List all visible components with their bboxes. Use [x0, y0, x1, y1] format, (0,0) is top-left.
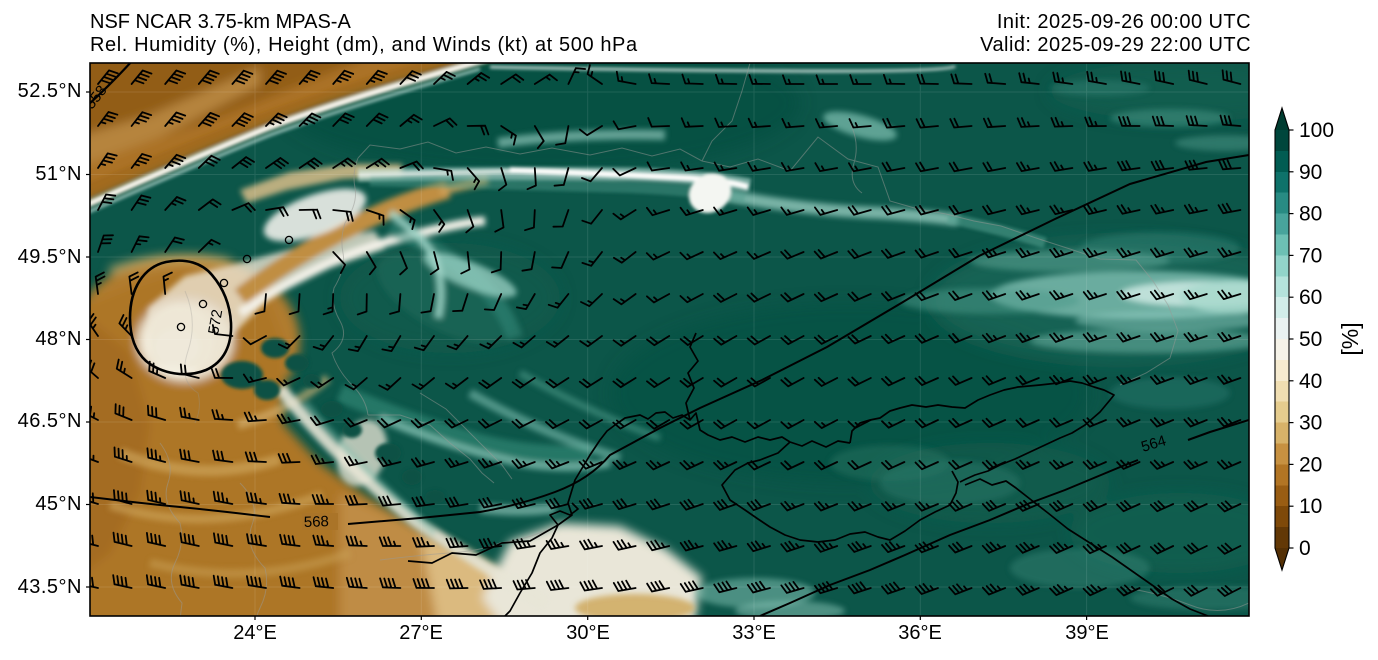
svg-text:[%]: [%]	[1337, 322, 1363, 355]
svg-text:572: 572	[205, 308, 226, 336]
svg-text:0: 0	[1299, 537, 1311, 560]
svg-text:90: 90	[1299, 161, 1322, 184]
svg-text:60: 60	[1299, 286, 1322, 309]
svg-text:20: 20	[1299, 453, 1322, 476]
svg-text:30: 30	[1299, 412, 1322, 435]
svg-text:564: 564	[1139, 432, 1168, 456]
svg-text:70: 70	[1299, 244, 1322, 267]
svg-text:10: 10	[1299, 495, 1322, 518]
svg-text:40: 40	[1299, 370, 1322, 393]
svg-text:568: 568	[304, 513, 330, 531]
svg-text:80: 80	[1299, 203, 1322, 226]
svg-text:100: 100	[1299, 119, 1334, 142]
svg-text:50: 50	[1299, 328, 1322, 351]
